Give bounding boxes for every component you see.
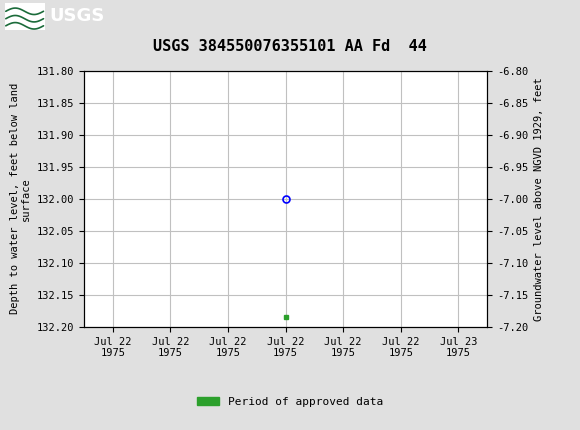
Bar [5, 3, 45, 30]
Y-axis label: Depth to water level, feet below land
surface: Depth to water level, feet below land su… [10, 83, 31, 314]
Text: USGS: USGS [49, 7, 104, 25]
Text: USGS 384550076355101 AA Fd  44: USGS 384550076355101 AA Fd 44 [153, 39, 427, 54]
Y-axis label: Groundwater level above NGVD 1929, feet: Groundwater level above NGVD 1929, feet [534, 77, 543, 321]
Legend: Period of approved data: Period of approved data [193, 393, 387, 412]
